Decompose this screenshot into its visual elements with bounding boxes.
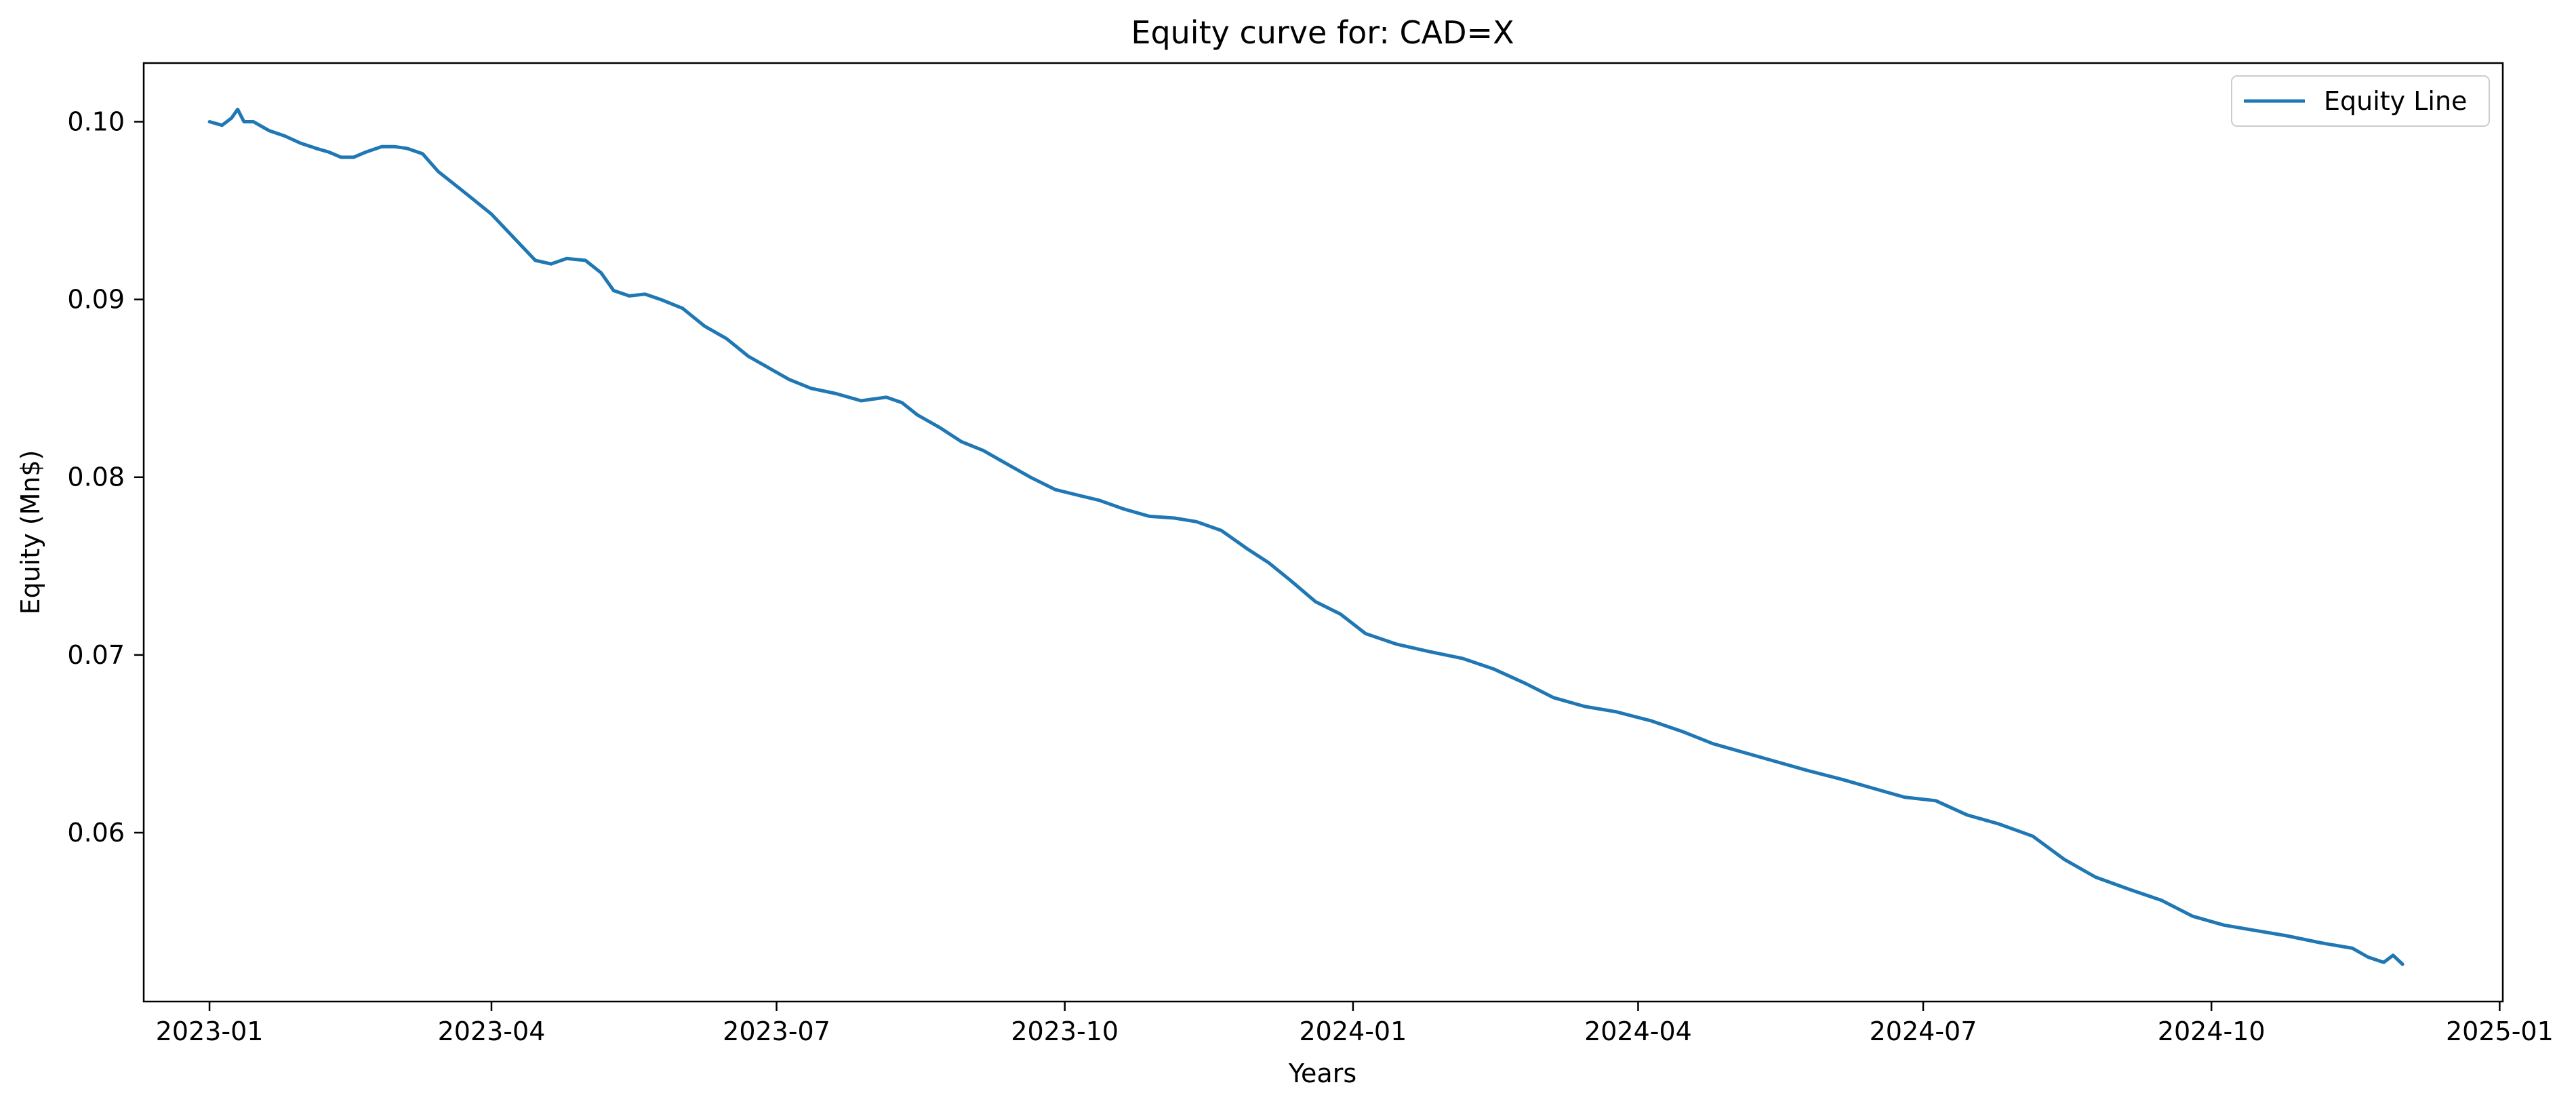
- x-tick-label: 2023-07: [723, 1016, 830, 1046]
- x-tick-label: 2024-10: [2158, 1016, 2266, 1046]
- y-tick-label: 0.06: [67, 818, 125, 848]
- x-tick-label: 2024-01: [1300, 1016, 1407, 1046]
- x-tick-label: 2024-04: [1584, 1016, 1692, 1046]
- y-tick-label: 0.09: [67, 285, 125, 315]
- x-tick-label: 2023-10: [1011, 1016, 1119, 1046]
- chart-title: Equity curve for: CAD=X: [1131, 14, 1514, 51]
- x-axis-ticks: 2023-01 2023-04 2023-07 2023-10 2024-01 2024-…: [156, 1002, 2554, 1046]
- legend: Equity Line: [2231, 75, 2490, 127]
- y-tick-label: 0.10: [67, 107, 125, 137]
- x-tick-label: 2023-04: [438, 1016, 546, 1046]
- x-tick-label: 2023-01: [156, 1016, 264, 1046]
- x-tick-label: 2025-01: [2446, 1016, 2554, 1046]
- plot-area: [207, 107, 2404, 966]
- y-tick-label: 0.08: [67, 462, 125, 492]
- series-line-equity: [207, 107, 2404, 966]
- y-tick-label: 0.07: [67, 640, 125, 670]
- legend-label: Equity Line: [2324, 86, 2467, 116]
- y-axis-label: Equity (Mn$): [16, 450, 45, 615]
- legend-box: [2231, 75, 2490, 127]
- y-axis-ticks: 0.06 0.07 0.08 0.09 0.10: [67, 107, 144, 848]
- x-axis-label: Years: [1288, 1058, 1356, 1088]
- x-tick-label: 2024-07: [1870, 1016, 1977, 1046]
- axes-frame: [142, 62, 2504, 1003]
